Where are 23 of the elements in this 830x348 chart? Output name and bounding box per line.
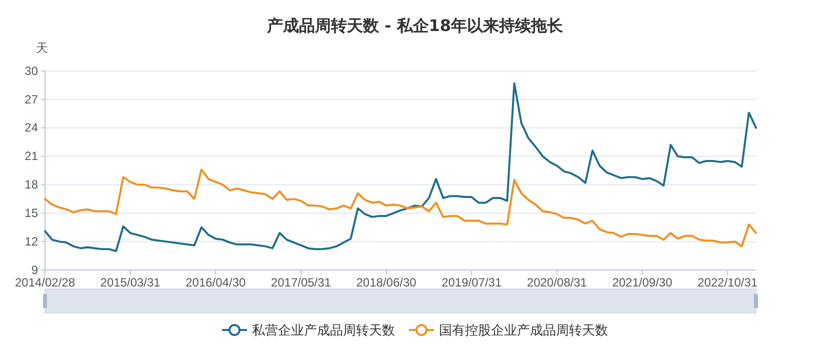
y-tick-label: 15 — [24, 206, 38, 220]
x-tick-label: 2017/05/31 — [270, 276, 332, 290]
line-series — [44, 168, 757, 248]
line-series — [44, 82, 757, 252]
y-axis-title: 天 — [36, 41, 48, 55]
y-tick-label: 9 — [31, 262, 38, 277]
x-tick-label: 2021/09/30 — [612, 276, 673, 290]
legend-label: 国有控股企业产成品周转天数 — [439, 324, 608, 338]
x-tick-label: 2014/02/28 — [14, 276, 76, 290]
x-tick-label: 2016/04/30 — [186, 276, 246, 290]
y-tick-label: 24 — [24, 120, 38, 135]
x-tick-label: 2019/07/31 — [442, 276, 502, 290]
x-tick-label: 2020/08/31 — [526, 276, 588, 290]
y-tick-label: 27 — [24, 92, 38, 106]
x-tick-label: 2022/10/31 — [698, 276, 758, 290]
y-tick-label: 18 — [24, 178, 38, 192]
x-tick-label: 2015/03/31 — [100, 276, 161, 290]
legend-label: 私营企业产成品周转天数 — [252, 324, 395, 338]
y-tick-label: 12 — [24, 234, 38, 248]
y-tick-label: 30 — [24, 64, 38, 78]
chart-title: 产成品周转天数 - 私企18年以来持续拖长 — [266, 16, 564, 35]
y-tick-label: 21 — [24, 149, 38, 164]
x-tick-label: 2018/06/30 — [356, 276, 417, 290]
